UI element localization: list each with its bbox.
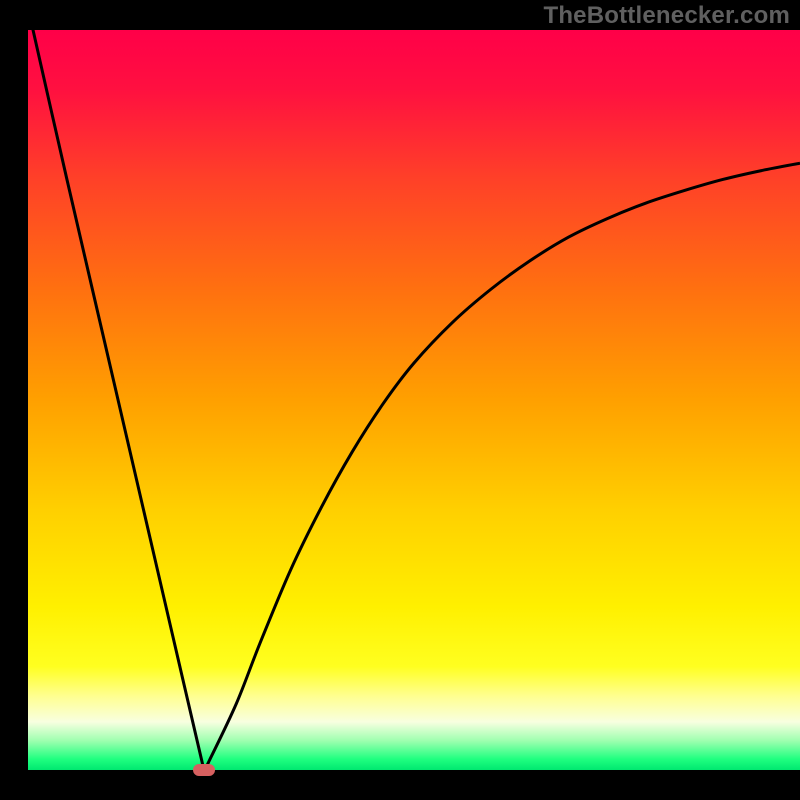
minimum-marker [193,764,215,776]
gradient-background [28,30,800,770]
watermark-label: TheBottlenecker.com [543,2,790,30]
bottleneck-chart [0,0,800,800]
outer-frame: TheBottlenecker.com [0,0,800,800]
